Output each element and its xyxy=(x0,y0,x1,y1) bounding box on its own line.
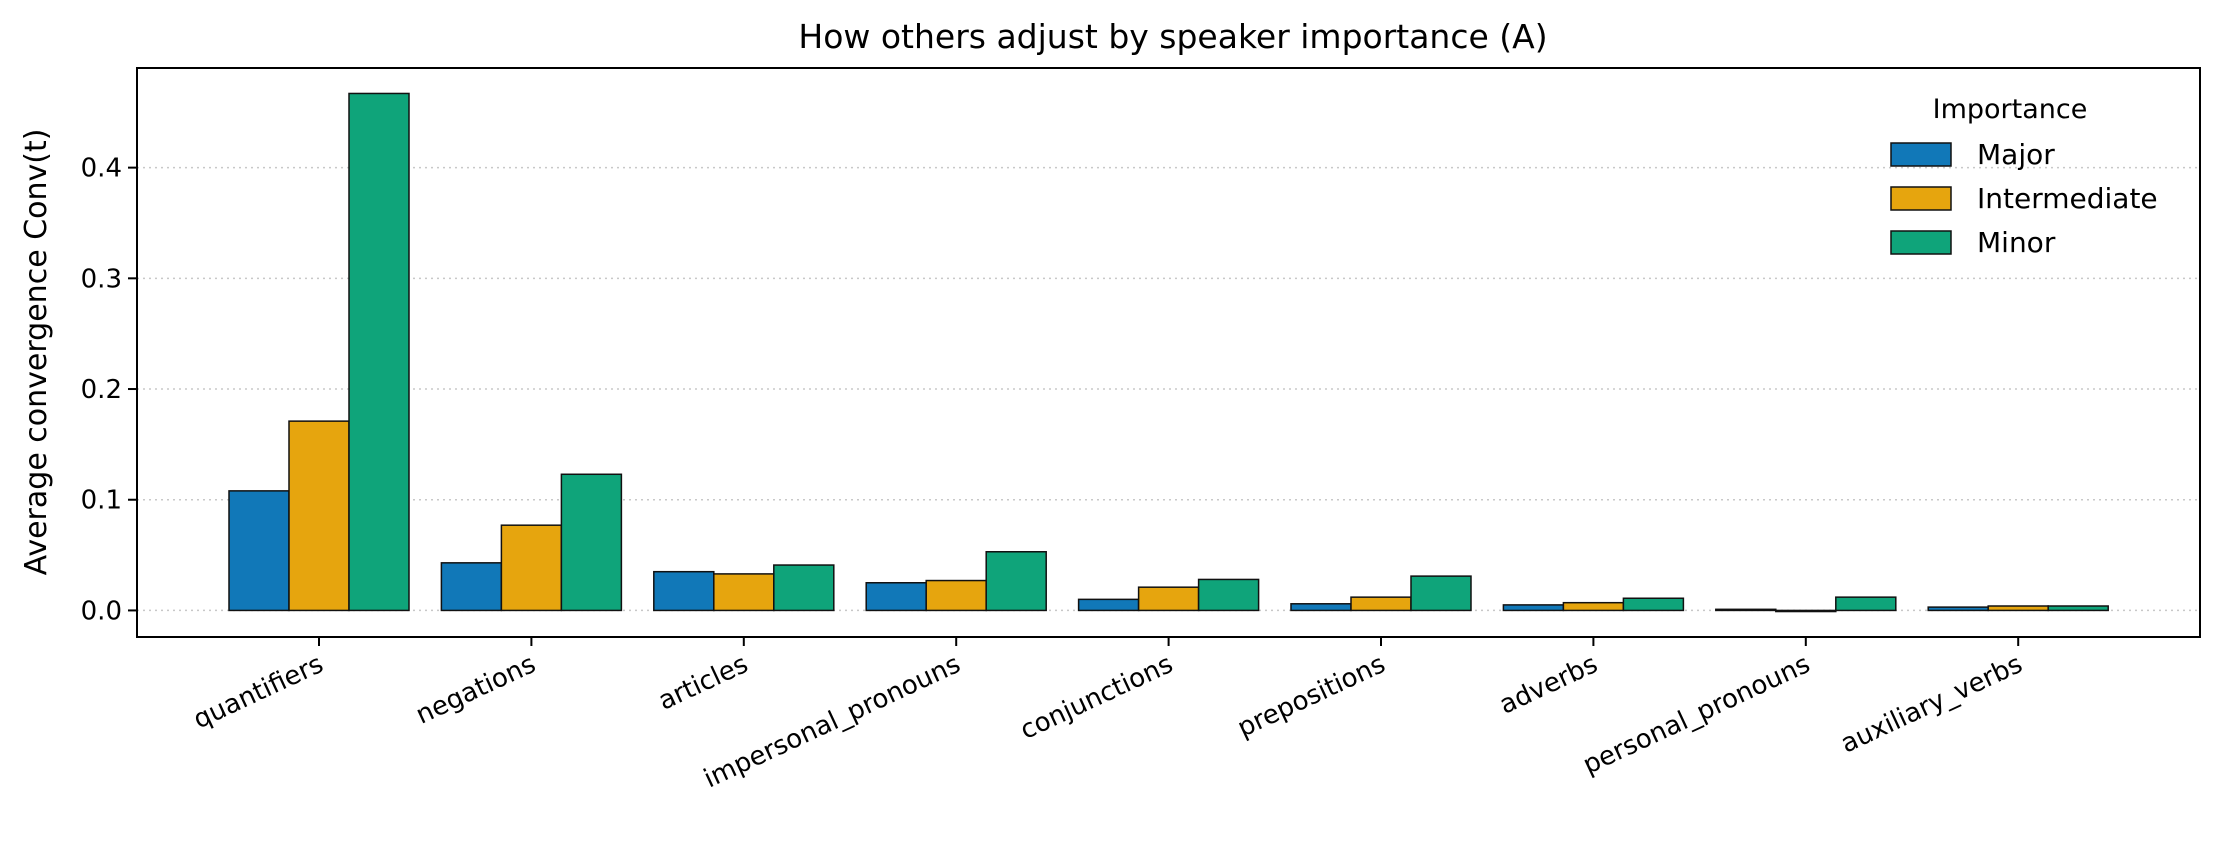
legend-label: Major xyxy=(1977,138,2055,171)
legend-label: Intermediate xyxy=(1977,182,2158,215)
bar xyxy=(1987,605,2049,612)
bar xyxy=(1350,596,1412,612)
y-axis-label: Average convergence Conv(t) xyxy=(19,129,54,576)
bar xyxy=(1927,606,1989,612)
bar xyxy=(2047,605,2109,612)
bar xyxy=(1835,596,1897,612)
chart-title: How others adjust by speaker importance … xyxy=(798,17,1547,56)
x-tick-label: adverbs xyxy=(1495,649,1602,720)
bars xyxy=(228,92,2109,613)
x-tick-label: conjunctions xyxy=(1016,649,1178,746)
legend-title: Importance xyxy=(1933,94,2088,125)
legend-swatch xyxy=(1890,230,1952,255)
x-tick-label: personal_pronouns xyxy=(1578,649,1814,780)
bar xyxy=(1410,575,1472,612)
y-axis: 0.0 0.1 0.2 0.3 0.4 xyxy=(81,154,137,626)
y-tick-label: 0.4 xyxy=(81,154,122,184)
bar xyxy=(1622,597,1685,612)
bar xyxy=(560,473,623,612)
x-tick-label: quantifiers xyxy=(189,649,328,735)
bar xyxy=(773,564,835,612)
bar xyxy=(1715,608,1777,612)
bar xyxy=(1562,601,1625,612)
bar xyxy=(1502,604,1565,612)
bar xyxy=(865,582,927,612)
bar xyxy=(440,562,503,612)
bar xyxy=(348,92,410,612)
bar xyxy=(1290,603,1352,612)
bar xyxy=(1077,598,1140,612)
y-tick-label: 0.1 xyxy=(81,486,122,516)
bar xyxy=(925,579,987,612)
bar xyxy=(1197,578,1260,612)
bar xyxy=(1137,586,1200,612)
bar xyxy=(500,524,563,612)
y-tick-label: 0.3 xyxy=(81,264,122,294)
bar xyxy=(985,551,1047,612)
bar xyxy=(288,420,350,612)
x-tick-label: articles xyxy=(654,649,753,716)
bar xyxy=(653,570,715,612)
x-axis: quantifiers negations articlesimpersonal_p… xyxy=(189,637,2027,794)
bar xyxy=(713,573,775,612)
bar xyxy=(228,490,290,612)
x-tick-label: prepositions xyxy=(1233,649,1390,743)
legend: Importance Major Intermediate Minor xyxy=(1890,94,2158,259)
bar xyxy=(1775,609,1837,613)
legend-swatch xyxy=(1890,186,1952,211)
legend-swatch xyxy=(1890,142,1952,167)
y-tick-label: 0.2 xyxy=(81,375,122,405)
x-tick-label: negations xyxy=(411,649,540,730)
legend-label: Minor xyxy=(1977,226,2056,259)
x-tick-label: auxiliary_verbs xyxy=(1836,649,2027,759)
y-tick-label: 0.0 xyxy=(81,596,122,626)
